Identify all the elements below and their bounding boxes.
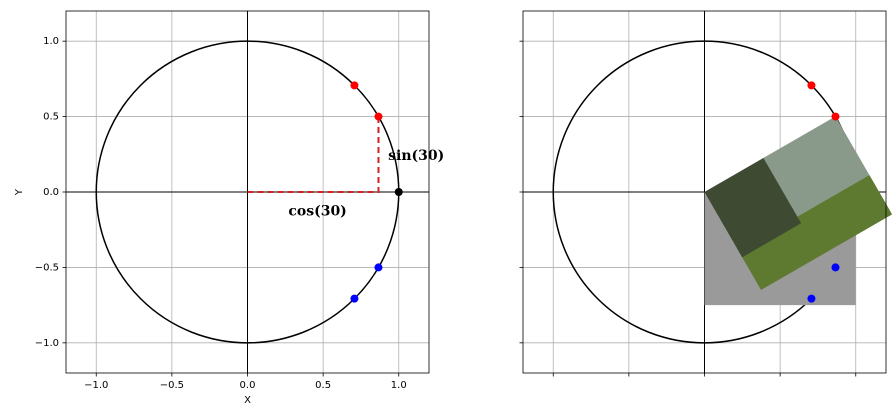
point [394,188,403,196]
axes-frame [65,10,430,374]
annotation: sin(30) [388,148,444,164]
rotated-image [704,116,893,290]
point [350,81,359,90]
dashed-line [247,116,380,193]
x-axis-label: X [244,395,251,406]
point [807,81,816,90]
left-axes: −1.0 −0.5 0.0 0.5 1.0 −1.0 −0.5 0.0 0.5 1.0 X Ysin(… [14,10,444,406]
annotation: cos(30) [288,204,346,220]
y-tick-label: −1.0 [35,338,59,349]
point [831,263,840,272]
y-axis-label: Y [14,188,25,196]
image-grass [738,175,893,290]
point [350,294,359,303]
point [807,294,816,303]
y-tick-label: −0.5 [35,262,59,273]
y-tick-label: 1.0 [43,36,59,47]
point [374,112,383,121]
right-axes [519,10,893,377]
x-tick-label: −1.0 [84,380,108,391]
x-tick-label: 0.5 [315,380,331,391]
point [374,263,383,272]
x-tick-label: 1.0 [391,380,407,391]
x-tick-label: −0.5 [160,380,184,391]
y-tick-label: 0.5 [43,112,59,123]
point [831,112,840,121]
y-tick-label: 0.0 [43,187,59,198]
axes-frame [522,10,887,374]
x-tick-label: 0.0 [240,380,256,391]
image-trees [704,157,802,258]
